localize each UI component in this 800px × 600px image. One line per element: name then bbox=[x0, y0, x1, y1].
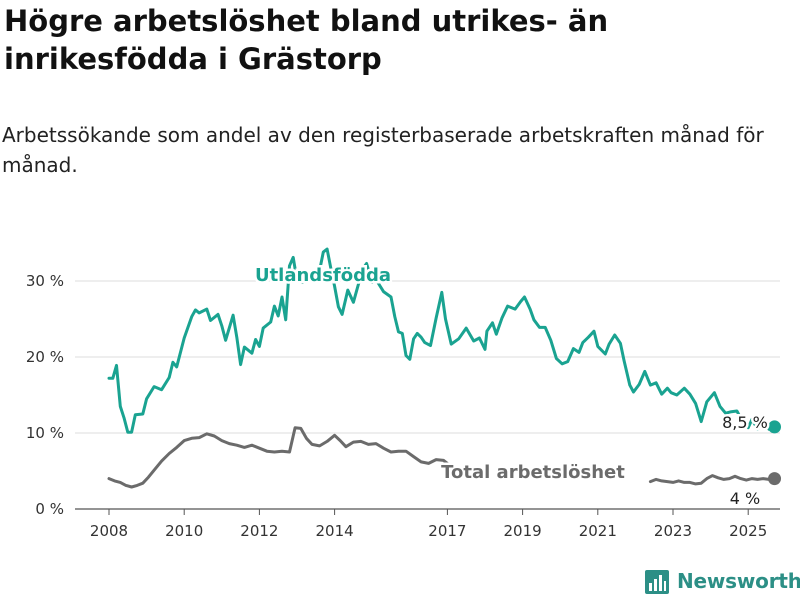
x-tick-label: 2025 bbox=[729, 522, 767, 540]
series-lines bbox=[107, 247, 782, 489]
x-tick-label: 2012 bbox=[240, 522, 278, 540]
page-title: Högre arbetslöshet bland utrikes- än inr… bbox=[4, 4, 609, 76]
end-label-utlandsfodda: 8,5 % bbox=[722, 413, 768, 432]
end-label-total: 4 % bbox=[730, 489, 760, 508]
page-subtitle: Arbetssökande som andel av den registerb… bbox=[2, 123, 764, 177]
x-axis: 2008 2010 2012 2014 2017 2019 2021 2023 2025 bbox=[90, 509, 767, 540]
x-tick-label: 2017 bbox=[428, 522, 466, 540]
gridlines bbox=[75, 280, 780, 510]
x-tick-label: 2021 bbox=[579, 522, 617, 540]
end-point-utlandsfodda bbox=[768, 420, 782, 434]
y-axis: 0 % 10 % 20 % 30 % bbox=[26, 272, 64, 518]
series-labels: Utlandsfödda Total arbetslöshet 8,5 % 4 % bbox=[252, 263, 770, 511]
y-tick-label: 20 % bbox=[26, 348, 64, 366]
y-tick-label: 0 % bbox=[35, 500, 64, 518]
y-tick-label: 30 % bbox=[26, 272, 64, 290]
series-line-utlandsfodda bbox=[107, 247, 776, 434]
x-tick-label: 2019 bbox=[504, 522, 542, 540]
bar-chart-icon bbox=[645, 570, 669, 594]
series-label-total: Total arbetslöshet bbox=[441, 462, 625, 483]
x-tick-label: 2008 bbox=[90, 522, 128, 540]
brand-logo: Newsworthy bbox=[645, 566, 800, 596]
x-tick-label: 2010 bbox=[165, 522, 203, 540]
series-line-total-tail bbox=[648, 474, 776, 486]
series-label-utlandsfodda: Utlandsfödda bbox=[255, 265, 391, 286]
y-tick-label: 10 % bbox=[26, 424, 64, 442]
x-tick-label: 2014 bbox=[316, 522, 354, 540]
x-tick-label: 2023 bbox=[654, 522, 692, 540]
brand-name: Newsworthy bbox=[677, 569, 800, 593]
series-line-total bbox=[107, 426, 481, 489]
end-point-total bbox=[768, 472, 782, 486]
